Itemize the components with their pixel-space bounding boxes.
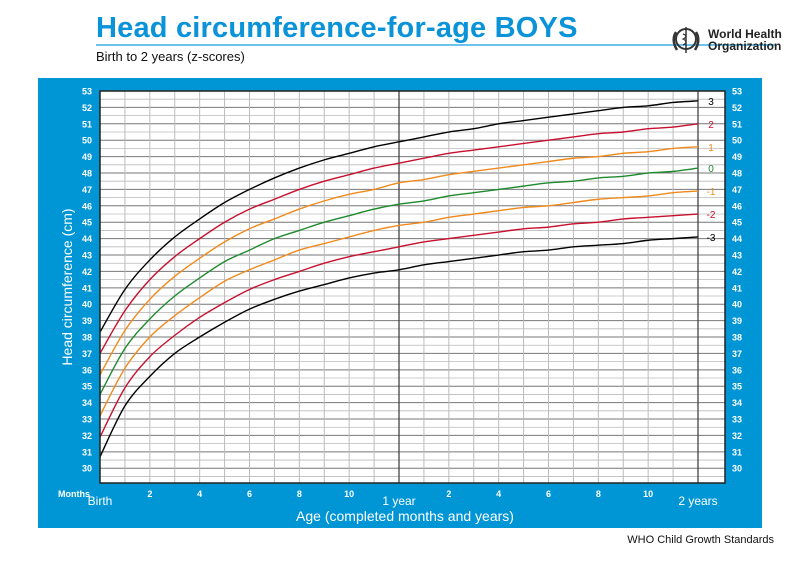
y-tick-label-right: 37: [732, 349, 742, 359]
series-label-z-3: -3: [707, 233, 716, 244]
series-line-z-3: [99, 236, 699, 458]
series-line-z2: [99, 123, 699, 354]
y-tick-label-right: 45: [732, 218, 742, 228]
y-tick-label-left: 32: [82, 431, 92, 441]
y-tick-label-right: 35: [732, 382, 742, 392]
series-label-z3: 3: [708, 97, 714, 108]
x-tick-label: 2: [446, 489, 451, 499]
y-tick-label-left: 42: [82, 267, 92, 277]
y-axis-title: Head circumference (cm): [59, 208, 75, 365]
series-line-z-2: [99, 213, 699, 438]
x-tick-label: 10: [643, 489, 653, 499]
y-tick-label-left: 49: [82, 152, 92, 162]
footer-note: WHO Child Growth Standards: [627, 534, 774, 546]
series-label-z0: 0: [708, 164, 714, 175]
y-tick-label-right: 42: [732, 267, 742, 277]
series-lines: 3 2 1 0 -1 -2 -3: [99, 97, 716, 458]
y-tick-label-left: 38: [82, 333, 92, 343]
y-tick-label-right: 50: [732, 136, 742, 146]
y-tick-label-left: 46: [82, 201, 92, 211]
y-tick-label-right: 46: [732, 201, 742, 211]
series-line-z0: [99, 167, 699, 395]
y-tick-label-left: 30: [82, 464, 92, 474]
y-tick-label-left: 44: [82, 234, 92, 244]
y-tick-label-left: 31: [82, 447, 92, 457]
x-axis-title: Age (completed months and years): [296, 508, 514, 524]
y-tick-label-left: 39: [82, 316, 92, 326]
y-tick-label-left: 48: [82, 169, 92, 179]
series-label-z-2: -2: [707, 210, 716, 221]
y-tick-label-right: 49: [732, 152, 742, 162]
x-tick-label: 4: [496, 489, 501, 499]
y-tick-label-left: 40: [82, 300, 92, 310]
x-tick-label: 6: [546, 489, 551, 499]
title-underline: [96, 44, 776, 46]
who-logo: World Health Organization: [668, 24, 782, 56]
y-tick-label-right: 48: [732, 169, 742, 179]
y-tick-label-right: 30: [732, 464, 742, 474]
y-tick-label-right: 38: [732, 333, 742, 343]
who-emblem-icon: [672, 27, 700, 53]
series-label-z-1: -1: [707, 187, 716, 198]
series-label-z2: 2: [708, 120, 714, 131]
y-tick-label-right: 43: [732, 251, 742, 261]
y-tick-label-right: 52: [732, 103, 742, 113]
y-tick-label-left: 35: [82, 382, 92, 392]
x-tick-label: Birth: [88, 494, 113, 508]
y-tick-label-right: 32: [732, 431, 742, 441]
org-line-2: Organization: [708, 39, 782, 53]
y-tick-label-right: 36: [732, 365, 742, 375]
org-line-1: World Health: [708, 27, 782, 41]
y-tick-label-left: 53: [82, 87, 92, 97]
y-tick-label-left: 37: [82, 349, 92, 359]
y-tick-label-left: 41: [82, 283, 92, 293]
y-tick-label-left: 50: [82, 136, 92, 146]
series-label-z1: 1: [708, 143, 714, 154]
y-tick-label-left: 34: [82, 398, 92, 408]
y-tick-label-right: 33: [732, 415, 742, 425]
plot-border: [99, 90, 726, 484]
x-tick-label: 8: [596, 489, 601, 499]
series-line-z-1: [99, 190, 699, 417]
y-tick-label-right: 44: [732, 234, 742, 244]
grid: [100, 90, 725, 483]
y-tick-label-left: 51: [82, 119, 92, 129]
y-tick-label-right: 31: [732, 447, 742, 457]
org-name: World Health Organization: [708, 28, 782, 52]
page-subtitle: Birth to 2 years (z-scores): [96, 49, 245, 64]
y-tick-label-left: 43: [82, 251, 92, 261]
y-tick-label-right: 47: [732, 185, 742, 195]
series-line-z3: [99, 100, 699, 333]
x-tick-label: 2 years: [678, 494, 717, 508]
y-tick-label-left: 52: [82, 103, 92, 113]
x-tick-label: 10: [344, 489, 354, 499]
y-tick-label-right: 51: [732, 119, 742, 129]
x-tick-label: 2: [147, 489, 152, 499]
x-tick-label: 1 year: [382, 494, 415, 508]
y-tick-label-right: 40: [732, 300, 742, 310]
series-line-z1: [99, 146, 699, 376]
y-tick-label-right: 41: [732, 283, 742, 293]
y-tick-label-left: 47: [82, 185, 92, 195]
plot-area: [100, 91, 725, 483]
y-tick-label-right: 39: [732, 316, 742, 326]
x-tick-label: 6: [247, 489, 252, 499]
x-unit-label: Months: [58, 489, 90, 499]
x-tick-label: 4: [197, 489, 202, 499]
page-title: Head circumference-for-age BOYS: [96, 12, 578, 44]
y-tick-label-right: 53: [732, 87, 742, 97]
y-tick-label-right: 34: [732, 398, 742, 408]
x-tick-label: 8: [297, 489, 302, 499]
y-tick-label-left: 36: [82, 365, 92, 375]
y-tick-label-left: 33: [82, 415, 92, 425]
y-tick-label-left: 45: [82, 218, 92, 228]
